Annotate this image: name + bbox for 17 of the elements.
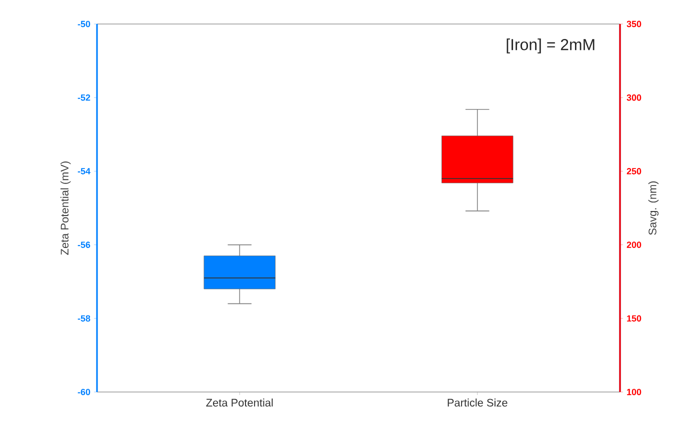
annotation: [Iron] = 2mM [506, 38, 594, 54]
y2-tick-label: 150 [627, 315, 642, 322]
x-tick-label: Zeta Potential [206, 398, 273, 407]
y-tick-label: -60 [78, 388, 90, 396]
y-tick-label: -58 [78, 315, 90, 322]
x-tick-label: Particle Size [448, 398, 508, 407]
y2-tick-label: 100 [627, 388, 642, 396]
y2-tick-label: 250 [626, 168, 642, 174]
y2-tick-label: 200 [626, 242, 642, 248]
y-tick-label: -54 [78, 168, 90, 174]
y-axis-title: Zeta Potential (mV) [60, 161, 71, 255]
y2-tick-label: 350 [626, 20, 642, 28]
y-tick-label: -50 [78, 20, 90, 28]
y-tick-label: -52 [78, 94, 90, 101]
y2-axis-title: Savg. (nm) [648, 181, 659, 235]
y2-tick-label: 300 [626, 94, 642, 101]
y-tick-label: -56 [78, 242, 90, 248]
